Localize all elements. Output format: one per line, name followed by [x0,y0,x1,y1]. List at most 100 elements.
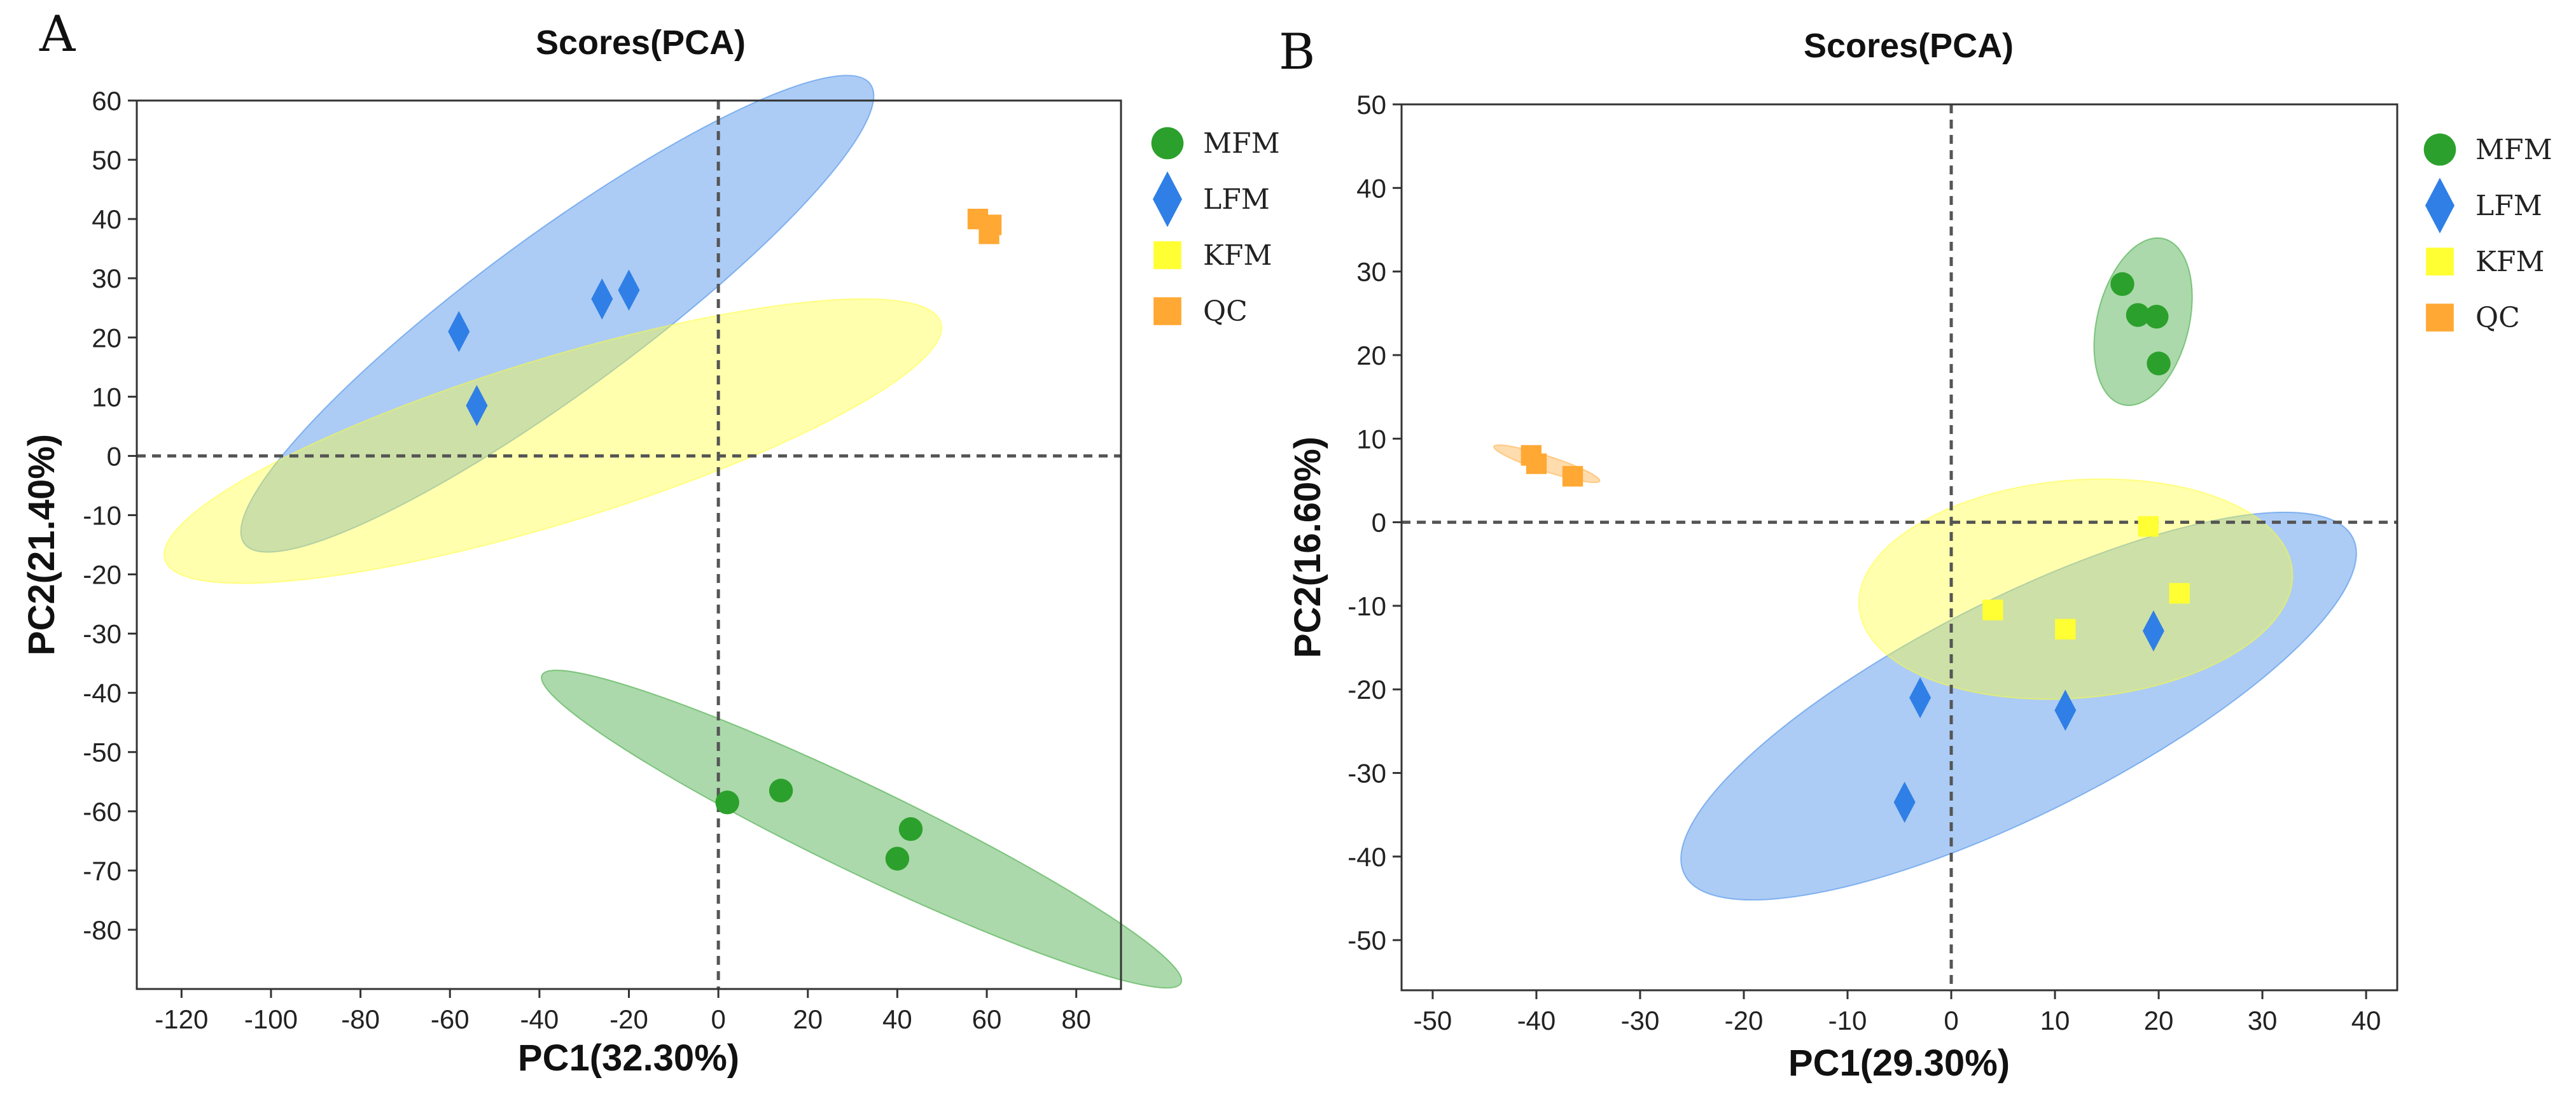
chart-b-legend-marker-mfm [2423,133,2456,166]
chart-b-point-qc [1526,453,1547,474]
chart-b-y-tick-label: 50 [1356,90,1386,120]
chart-b-x-tick-label: -50 [1414,1006,1452,1035]
chart-b-y-tick-label: -40 [1347,842,1386,872]
chart-b-x-tick-label: 40 [2351,1006,2381,1035]
chart-b-legend-marker-qc [2426,304,2454,332]
chart-a-title: Scores(PCA) [536,24,746,62]
chart-a-ellipses [164,74,1183,989]
chart-b-legend-marker-kfm [2426,248,2454,276]
chart-a-legend-label-mfm: MFM [1203,127,1280,160]
chart-a-y-tick-label: -10 [83,500,122,530]
chart-b-x-ticks: -50 -40 -30 -20 -10 0 10 20 30 40 [1414,990,2381,1035]
chart-b-points [1521,272,2190,823]
chart-a-y-tick-label: -20 [83,560,122,590]
chart-b-ellipse-lfm [1680,511,2357,901]
chart-a-x-tick-label: -120 [155,1004,208,1034]
chart-a-point-qc [978,223,999,244]
chart-a-x-tick-label: -80 [341,1004,380,1034]
chart-b-point-kfm [1982,600,2003,621]
chart-a-x-tick-label: 60 [972,1004,1002,1034]
chart-b-x-tick-label: -20 [1725,1006,1764,1035]
chart-a-y-tick-label: 0 [107,441,122,471]
chart-b-legend-label-kfm: KFM [2475,246,2544,278]
chart-b-y-tick-label: -10 [1347,591,1386,621]
chart-a-point-lfm [618,269,640,311]
chart-b-point-mfm [2145,304,2169,329]
chart-a-y-tick-label: 30 [92,263,122,293]
chart-a-y-tick-label: -50 [83,738,122,768]
chart-b-legend-marker-lfm [2425,178,2454,234]
chart-a-y-tick-label: -40 [83,678,122,708]
chart-a-ellipse-mfm [541,670,1183,989]
chart-a-x-tick-label: -20 [609,1004,648,1034]
chart-a-point-mfm [898,817,923,841]
chart-a-x-tick-label: 80 [1061,1004,1091,1034]
chart-a-x-tick-label: 0 [711,1004,725,1034]
chart-a-point-lfm [448,311,470,353]
chart-a-x-tick-label: -100 [244,1004,298,1034]
chart-b-y-tick-label: -50 [1347,925,1386,955]
chart-b-x-tick-label: -40 [1517,1006,1556,1035]
chart-a-ellipse-lfm [240,74,875,553]
chart-b-x-tick-label: 30 [2248,1006,2278,1035]
chart-b-title: Scores(PCA) [1804,27,2014,65]
chart-b-point-mfm [2126,303,2150,327]
chart-b-ellipses [1493,237,2357,901]
chart-a-y-tick-label: 50 [92,145,122,175]
chart-b-point-qc [1562,466,1584,487]
chart-a-y-tick-label: -60 [83,797,122,827]
chart-b-x-tick-label: -30 [1621,1006,1660,1035]
chart-a-legend-marker-kfm [1153,241,1181,269]
chart-b-y-ticks: 50 40 30 20 10 0 -10 -20 -30 -40 -50 [1347,90,1402,955]
chart-a-x-tick-label: 20 [793,1004,823,1034]
chart-b-point-kfm [2138,516,2159,537]
chart-a-point-mfm [769,778,793,803]
chart-b-zero-lines [1402,104,2397,990]
panel-letter-a: A [39,6,76,63]
chart-a-point-lfm [591,278,613,320]
chart-a-x-axis-label: PC1(32.30%) [518,1037,739,1079]
chart-b-point-mfm [2110,272,2134,297]
chart-a-ellipse-kfm [164,298,942,584]
chart-b-x-tick-label: -10 [1828,1006,1867,1035]
chart-b-x-tick-label: 10 [2040,1006,2070,1035]
chart-b-ellipse-kfm [1858,478,2294,700]
chart-b-y-tick-label: -30 [1347,759,1386,789]
chart-a-x-tick-label: -40 [520,1004,559,1034]
panel-a: A Scores(PCA) -120 -100 -80 -60 -40 -20 0 20 40 6… [21,6,1280,1079]
panel-b: B Scores(PCA) -50 -40 -30 -20 -10 0 10 20 30 40 5… [1279,24,2552,1084]
chart-a-legend-label-kfm: KFM [1203,239,1272,272]
chart-a-zero-lines [137,101,1121,989]
chart-a-legend-label-lfm: LFM [1203,183,1270,216]
chart-a-legend: MFM LFM KFM QC [1151,127,1280,328]
chart-b-legend-label-qc: QC [2475,302,2520,334]
chart-a-y-tick-label: 20 [92,323,122,353]
chart-a-x-tick-label: 40 [882,1004,912,1034]
chart-b-point-lfm [2054,689,2077,731]
chart-a-points [448,208,1002,871]
chart-b-point-lfm [2142,610,2164,652]
chart-a-point-mfm [885,846,910,871]
chart-b-y-tick-label: 30 [1356,257,1386,287]
chart-a-point-lfm [466,384,488,426]
chart-b-legend: MFM LFM KFM QC [2423,133,2552,334]
chart-a-y-tick-label: -70 [83,856,122,886]
chart-a-y-tick-label: 60 [92,86,122,116]
chart-b-y-tick-label: 40 [1356,173,1386,203]
chart-b-x-tick-label: 0 [1944,1006,1958,1035]
chart-a-y-tick-label: 40 [92,204,122,234]
chart-b-plot-frame [1400,103,2398,992]
chart-a-y-ticks: 60 50 40 30 20 10 0 -10 -20 -30 -40 -50 -60 -70 -80 [83,86,137,945]
chart-a-y-axis-label: PC2(21.40%) [21,434,62,656]
chart-b-point-kfm [2169,583,2190,604]
chart-b-y-tick-label: 10 [1356,424,1386,454]
chart-b-y-tick-label: 20 [1356,340,1386,370]
chart-a-legend-marker-qc [1153,297,1181,325]
chart-b-y-tick-label: -20 [1347,675,1386,705]
chart-a-y-tick-label: 10 [92,382,122,412]
chart-a-point-mfm [715,790,739,815]
chart-b-y-tick-label: 0 [1372,508,1386,538]
panel-letter-b: B [1279,24,1315,81]
